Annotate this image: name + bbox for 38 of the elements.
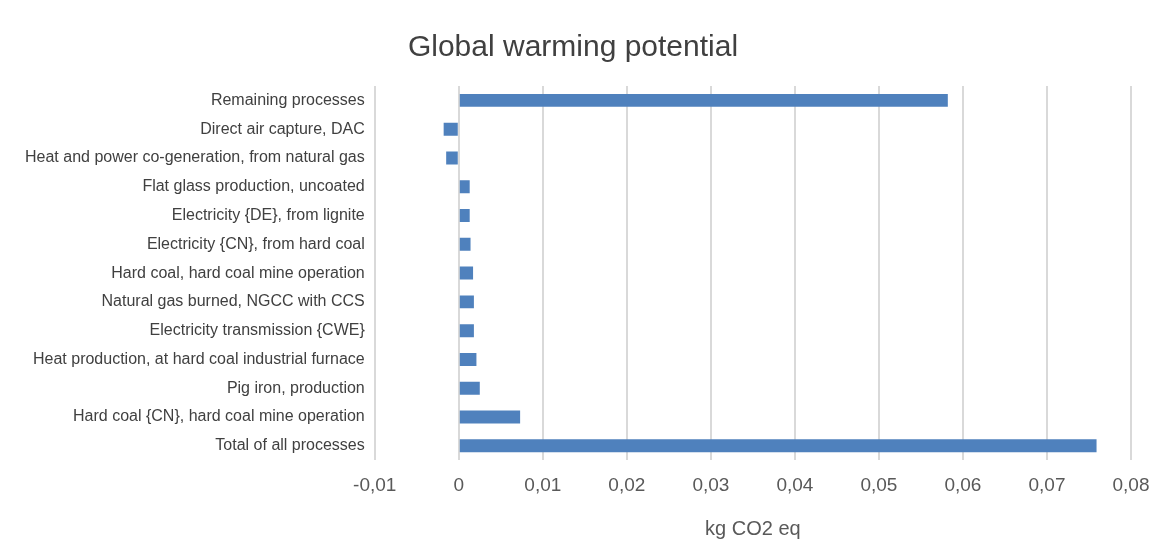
bar <box>459 266 474 280</box>
bar <box>459 180 470 194</box>
y-tick-label: Electricity {DE}, from lignite <box>171 205 365 223</box>
y-tick-label: Natural gas burned, NGCC with CCS <box>101 292 365 310</box>
bar <box>459 439 1097 453</box>
y-tick-label: Total of all processes <box>215 436 365 454</box>
x-tick-label: 0,08 <box>1112 473 1150 495</box>
y-tick-label: Hard coal, hard coal mine operation <box>111 263 365 281</box>
bar <box>459 324 474 338</box>
bar <box>459 237 471 251</box>
bar <box>446 151 458 165</box>
y-tick-label: Hard coal {CN}, hard coal mine operation <box>73 407 365 425</box>
bar <box>459 410 521 424</box>
y-tick-label: Heat production, at hard coal industrial furnace <box>33 349 365 367</box>
x-tick-label: 0,05 <box>860 473 898 495</box>
bar <box>459 381 480 395</box>
y-tick-label: Direct air capture, DAC <box>200 119 365 137</box>
y-tick-label: Electricity transmission {CWE} <box>149 321 366 339</box>
x-tick-label: 0,02 <box>608 473 646 495</box>
y-tick-label: Heat and power co-generation, from natural gas <box>25 148 365 166</box>
bar <box>459 93 948 107</box>
bar <box>443 122 458 136</box>
x-tick-label: 0,07 <box>1028 473 1066 495</box>
y-tick-label: Electricity {CN}, from hard coal <box>146 234 365 252</box>
chart-title: Global warming potential <box>407 29 739 63</box>
x-axis-title: kg CO2 eq <box>705 516 801 539</box>
y-tick-label: Remaining processes <box>210 90 365 108</box>
x-tick-label: -0,01 <box>353 473 397 495</box>
bar <box>459 352 477 366</box>
bar <box>459 209 470 223</box>
bar <box>459 295 474 309</box>
x-tick-label: 0,06 <box>944 473 982 495</box>
y-tick-label: Flat glass production, uncoated <box>142 177 365 195</box>
x-tick-label: 0,01 <box>524 473 562 495</box>
y-tick-label: Pig iron, production <box>226 378 365 396</box>
x-tick-label: 0,03 <box>692 473 730 495</box>
x-tick-label: 0 <box>453 473 465 495</box>
x-tick-label: 0,04 <box>776 473 814 495</box>
